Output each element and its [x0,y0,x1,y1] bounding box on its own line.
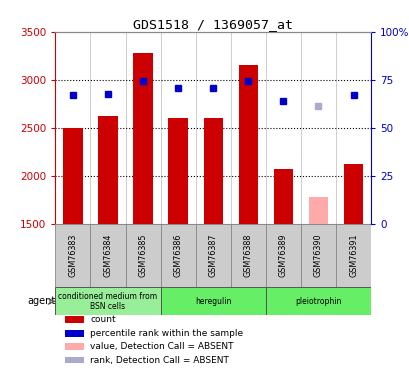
Text: GSM76390: GSM76390 [313,234,322,277]
Bar [55,287,160,315]
Bar [238,65,257,224]
Bar [55,224,90,287]
Text: value, Detection Call = ABSENT: value, Detection Call = ABSENT [90,342,233,351]
Bar [300,224,335,287]
Text: pleiotrophin: pleiotrophin [294,297,341,306]
Title: GDS1518 / 1369057_at: GDS1518 / 1369057_at [133,18,292,31]
Text: rank, Detection Call = ABSENT: rank, Detection Call = ABSENT [90,356,228,364]
Text: GSM76385: GSM76385 [138,234,147,277]
Bar [195,224,230,287]
Bar [230,224,265,287]
Bar [133,53,152,223]
Bar [265,224,300,287]
Bar [343,164,362,224]
Bar [98,116,117,224]
Text: GSM76389: GSM76389 [278,234,287,277]
Bar [265,287,370,315]
Bar [63,128,82,224]
Text: GSM76384: GSM76384 [103,234,112,277]
Text: GSM76391: GSM76391 [348,234,357,277]
Text: GSM76383: GSM76383 [68,234,77,277]
Bar [160,224,195,287]
Text: count: count [90,315,115,324]
Bar [203,118,222,224]
Bar [65,330,83,337]
Text: GSM76388: GSM76388 [243,234,252,277]
Bar [65,357,83,363]
Bar [308,197,327,223]
Text: GSM76387: GSM76387 [208,234,217,277]
Bar [160,287,265,315]
Bar [90,224,125,287]
Bar [273,169,292,224]
Text: agent: agent [27,296,55,306]
Bar [168,118,187,224]
Bar [125,224,160,287]
Text: heregulin: heregulin [195,297,231,306]
Text: GSM76386: GSM76386 [173,234,182,277]
Text: percentile rank within the sample: percentile rank within the sample [90,329,243,338]
Text: conditioned medium from
BSN cells: conditioned medium from BSN cells [58,292,157,311]
Bar [65,343,83,350]
Bar [335,224,370,287]
Bar [65,316,83,323]
